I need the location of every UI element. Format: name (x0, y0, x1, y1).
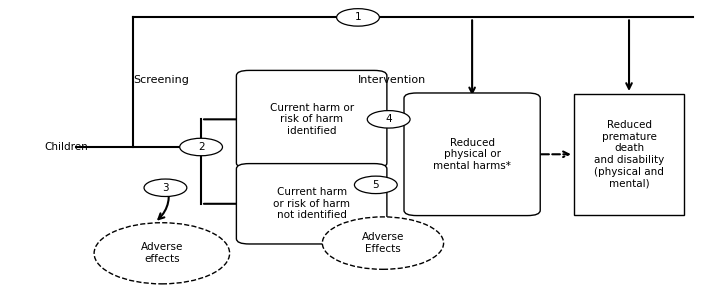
Text: Current harm
or risk of harm
not identified: Current harm or risk of harm not identif… (273, 187, 350, 220)
Text: Children: Children (44, 142, 88, 152)
Circle shape (354, 176, 397, 193)
Text: Intervention: Intervention (358, 75, 426, 85)
Bar (574, 94, 684, 215)
Circle shape (367, 111, 410, 128)
Circle shape (144, 179, 187, 196)
Text: 1: 1 (354, 12, 362, 22)
Text: Adverse
Effects: Adverse Effects (362, 232, 404, 254)
Text: Screening: Screening (133, 75, 189, 85)
Text: Current harm or
risk of harm
identified: Current harm or risk of harm identified (270, 103, 354, 136)
Text: 5: 5 (372, 180, 379, 190)
Circle shape (337, 9, 379, 26)
Text: Reduced
physical or
mental harms*: Reduced physical or mental harms* (433, 138, 511, 171)
Ellipse shape (94, 223, 230, 284)
FancyBboxPatch shape (236, 163, 387, 244)
Circle shape (180, 138, 223, 156)
FancyBboxPatch shape (404, 93, 541, 216)
Text: Reduced
premature
death
and disability
(physical and
mental): Reduced premature death and disability (… (594, 120, 664, 188)
Text: 3: 3 (162, 183, 169, 193)
FancyBboxPatch shape (236, 70, 387, 168)
Ellipse shape (322, 217, 444, 269)
Text: 2: 2 (198, 142, 204, 152)
Text: Adverse
effects: Adverse effects (140, 243, 183, 264)
Text: 4: 4 (385, 114, 392, 124)
